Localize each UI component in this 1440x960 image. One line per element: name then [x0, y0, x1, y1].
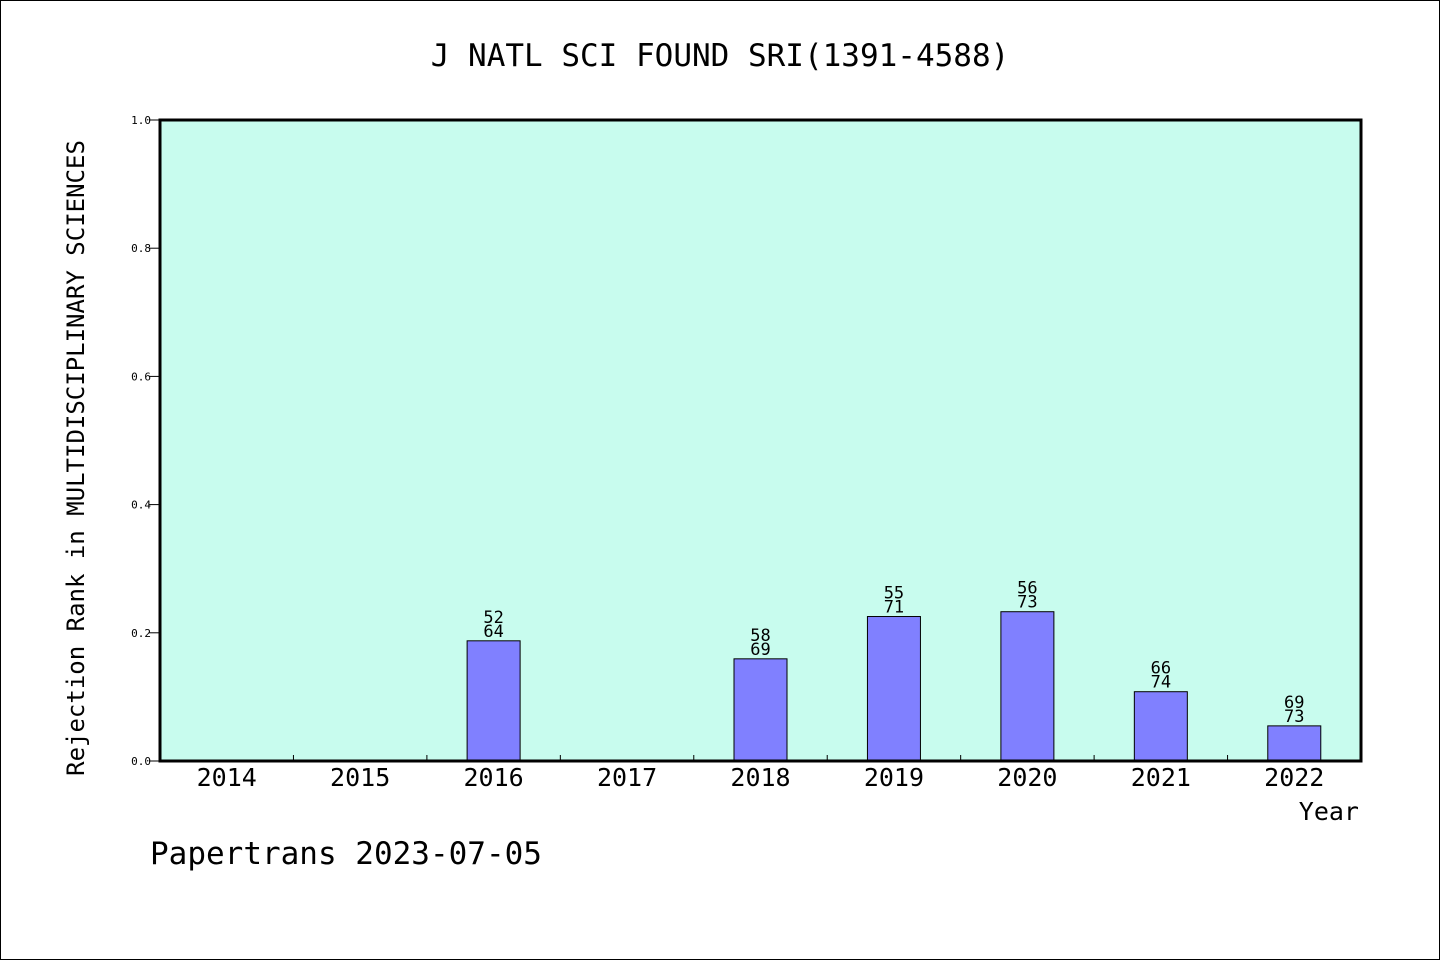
x-tick-label: 2020 [997, 763, 1057, 792]
x-tick-label: 2014 [197, 763, 257, 792]
bar-label-bottom: 64 [483, 622, 503, 642]
bar-2020 [1000, 611, 1055, 762]
chart-title: J NATL SCI FOUND SRI(1391-4588) [431, 38, 1010, 74]
x-tick-label: 2016 [464, 763, 524, 792]
y-tick-label: 1.0 [131, 114, 151, 127]
y-tick-label: 0.2 [131, 627, 151, 640]
x-tick-label: 2022 [1264, 763, 1324, 792]
bar-label-bottom: 69 [750, 640, 770, 660]
y-axis-label: Rejection Rank in MULTIDISCIPLINARY SCIE… [62, 140, 90, 776]
bar-label-bottom: 73 [1017, 593, 1037, 613]
bar-2022 [1267, 725, 1322, 762]
bar-label-bottom: 71 [884, 598, 904, 618]
plot-border [158, 118, 1363, 763]
bar-label-top: 52 [483, 608, 503, 628]
y-tick-label: 0.6 [131, 370, 151, 383]
x-tick-label: 2018 [730, 763, 790, 792]
x-axis-label: Year [1299, 797, 1359, 826]
x-tick-label: 2021 [1131, 763, 1191, 792]
y-tick-label: 0.8 [131, 242, 151, 255]
x-tick-label: 2017 [597, 763, 657, 792]
bar-label-top: 69 [1284, 693, 1304, 713]
bar-label-top: 55 [884, 584, 904, 604]
bar-label-top: 58 [750, 626, 770, 646]
bar-label-top: 56 [1017, 579, 1037, 599]
x-tick-label: 2015 [330, 763, 390, 792]
bar-label-bottom: 73 [1284, 707, 1304, 727]
bar-label-bottom: 74 [1151, 673, 1171, 693]
y-tick-label: 0.0 [131, 755, 151, 768]
bar-2021 [1133, 691, 1188, 762]
bar-2018 [733, 658, 788, 762]
y-tick-label: 0.4 [131, 499, 151, 512]
bar-2016 [466, 640, 521, 762]
plot-area [160, 120, 1361, 761]
x-tick-label: 2019 [864, 763, 924, 792]
bar-label-top: 66 [1151, 659, 1171, 679]
bar-2019 [866, 616, 921, 762]
footer-text: Papertrans 2023-07-05 [150, 836, 542, 872]
